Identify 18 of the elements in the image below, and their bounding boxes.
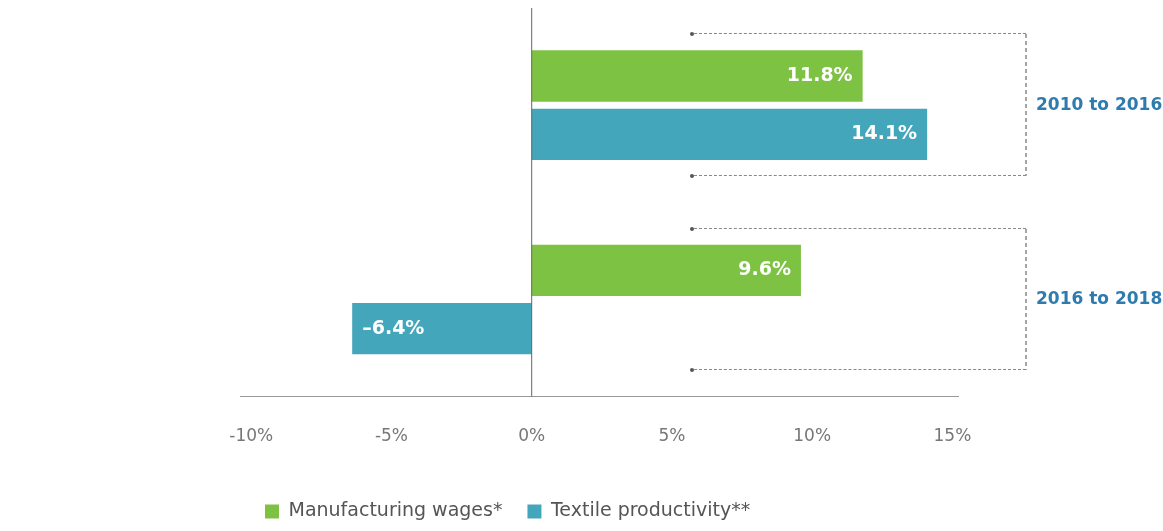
y-tick-label: 2016 to 2018 <box>1036 287 1163 308</box>
legend-label: Manufacturing wages* <box>288 498 503 521</box>
x-tick-label: -10% <box>229 425 274 446</box>
x-tick-label: 0% <box>518 425 546 446</box>
legend-label: Textile productivity** <box>549 498 751 521</box>
bar <box>531 108 928 160</box>
x-tick-label: 15% <box>933 425 972 446</box>
x-tick-label: -5% <box>374 425 409 446</box>
bar <box>352 302 532 355</box>
x-tick-label: 10% <box>793 425 832 446</box>
data-label: 11.8% <box>786 62 853 85</box>
data-label: –6.4% <box>362 315 425 338</box>
data-label: 14.1% <box>851 121 918 144</box>
x-tick-label: 5% <box>658 425 686 446</box>
y-tick-label: 2010 to 2016 <box>1036 93 1163 114</box>
data-label: 9.6% <box>738 257 791 280</box>
bar <box>531 244 801 296</box>
bar <box>531 50 863 102</box>
